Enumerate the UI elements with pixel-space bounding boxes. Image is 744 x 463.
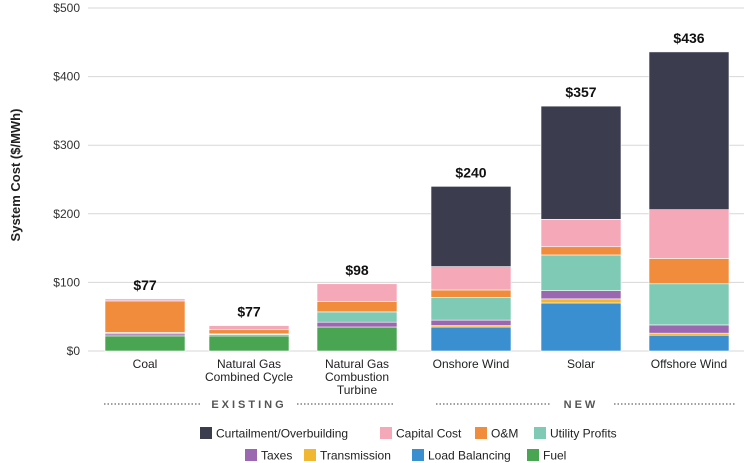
total-label: $77 <box>237 304 261 320</box>
y-axis-ticks: $0 $100 $200 $300 $400 $500 <box>53 1 80 358</box>
legend-label: O&M <box>491 427 518 441</box>
legend-label: Transmission <box>320 449 391 463</box>
legend-swatch <box>527 449 539 461</box>
total-label: $77 <box>133 277 157 293</box>
bar-segment-o-m <box>104 300 186 333</box>
legend-label: Taxes <box>261 449 292 463</box>
bar-segment-taxes <box>540 290 622 300</box>
y-tick-label: $300 <box>53 138 80 152</box>
group-label: NEW <box>564 399 599 411</box>
legend: Curtailment/Overbuilding Capital Cost O&M U… <box>200 427 617 463</box>
bar-segment-o-m <box>430 289 512 298</box>
bar-segment-utility-profits <box>430 297 512 321</box>
category-label: Onshore Wind <box>433 357 510 371</box>
bar-segment-load-balancing <box>648 334 730 352</box>
legend-label: Capital Cost <box>396 427 462 441</box>
bar-segment-fuel <box>104 335 186 352</box>
category-label: Natural Gas <box>217 357 281 371</box>
legend-swatch <box>380 427 392 439</box>
total-label: $240 <box>455 164 486 180</box>
category-label: Offshore Wind <box>651 357 727 371</box>
total-label: $436 <box>673 30 704 46</box>
legend-label: Load Balancing <box>428 449 511 463</box>
legend-swatch <box>200 427 212 439</box>
category-label: Combustion <box>325 370 389 384</box>
bar-segment-capital-cost <box>104 298 186 302</box>
legend-swatch <box>475 427 487 439</box>
category-label: Solar <box>567 357 595 371</box>
group-labels: EXISTING NEW <box>104 399 735 411</box>
total-label: $98 <box>345 262 369 278</box>
bar-segment-o-m <box>648 258 730 285</box>
legend-label: Utility Profits <box>550 427 617 441</box>
bar-segment-utility-profits <box>316 311 398 323</box>
category-label: Turbine <box>337 383 378 397</box>
bar-segment-capital-cost <box>540 218 622 248</box>
legend-swatch <box>534 427 546 439</box>
legend-swatch <box>304 449 316 461</box>
bar-segment-fuel <box>208 335 290 352</box>
bar-segment-o-m <box>540 246 622 256</box>
total-label: $357 <box>565 84 596 100</box>
legend-swatch <box>245 449 257 461</box>
y-tick-label: $200 <box>53 207 80 221</box>
bar-segment-curtailment-overbuilding <box>430 186 512 267</box>
bar-segment-load-balancing <box>430 326 512 352</box>
y-tick-label: $0 <box>67 344 81 358</box>
bar-segment-taxes <box>648 324 730 334</box>
bar-segment-utility-profits <box>648 283 730 326</box>
bar-segment-capital-cost <box>208 325 290 331</box>
bar-segment-taxes <box>104 333 186 337</box>
category-label: Coal <box>133 357 158 371</box>
y-axis-title: System Cost ($/MWh) <box>8 109 23 242</box>
bar-segment-curtailment-overbuilding <box>648 51 730 210</box>
category-label: Combined Cycle <box>205 370 293 384</box>
bar-segment-load-balancing <box>540 302 622 352</box>
bar-segment-taxes <box>316 321 398 328</box>
y-tick-label: $500 <box>53 1 80 15</box>
y-tick-label: $100 <box>53 275 80 289</box>
bar-segment-curtailment-overbuilding <box>540 105 622 220</box>
bar-segment-capital-cost <box>316 283 398 302</box>
bar-segment-fuel <box>316 326 398 352</box>
group-label: EXISTING <box>211 399 286 411</box>
legend-swatch <box>412 449 424 461</box>
bar-segment-transmission <box>648 332 730 336</box>
bar-segment-capital-cost <box>430 266 512 291</box>
category-label: Natural Gas <box>325 357 389 371</box>
bar-segment-capital-cost <box>648 209 730 259</box>
bar-segment-utility-profits <box>540 254 622 291</box>
y-tick-label: $400 <box>53 70 80 84</box>
bar-segment-transmission <box>540 298 622 304</box>
bar-segment-taxes <box>430 319 512 326</box>
total-labels: $77 $77 $98 $240 $357 $436 <box>133 30 704 320</box>
bar-segment-o-m <box>208 329 290 335</box>
legend-label: Fuel <box>543 449 566 463</box>
bar-segment-o-m <box>316 301 398 313</box>
grid-lines <box>88 7 744 352</box>
legend-label: Curtailment/Overbuilding <box>216 427 348 441</box>
stacked-bars <box>104 51 730 352</box>
